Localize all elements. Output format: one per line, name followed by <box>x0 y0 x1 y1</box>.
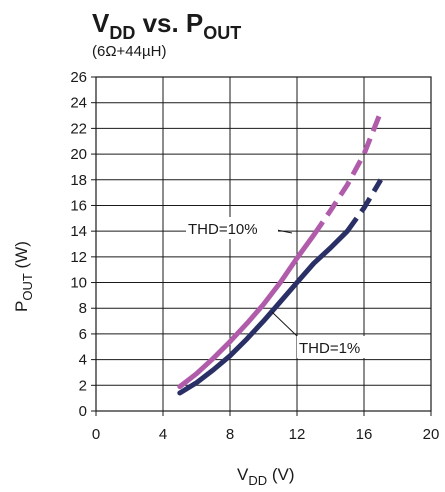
x-tick-label: 12 <box>289 426 306 443</box>
y-tick-label: 16 <box>70 197 87 214</box>
y-tick-label: 12 <box>70 249 87 266</box>
chart-title: VDD vs. POUT <box>92 8 241 43</box>
annotation-bg-thd10 <box>186 217 278 239</box>
y-label-main: P <box>12 301 31 312</box>
x-tick-label: 4 <box>159 426 167 443</box>
y-tick-label: 10 <box>70 275 87 292</box>
y-label-unit: (W) <box>12 241 31 273</box>
series-thd1-dashed <box>345 178 383 233</box>
y-axis-label: POUT (W) <box>12 241 35 312</box>
plot-frame <box>95 76 432 412</box>
x-label-main: V <box>237 465 249 484</box>
title-v: V <box>92 8 110 38</box>
y-tick-label: 22 <box>70 120 87 137</box>
y-tick-label: 0 <box>79 403 87 420</box>
y-tick-label: 26 <box>70 69 87 86</box>
annotation-thd10: THD=10% <box>188 221 258 238</box>
series-thd10-dashed <box>311 110 384 237</box>
y-tick-label: 18 <box>70 172 87 189</box>
annotation-leader-thd1 <box>271 311 299 338</box>
series-thd10-solid <box>177 232 317 390</box>
x-axis-label: VDD (V) <box>237 465 295 488</box>
x-tick-label: 0 <box>92 426 100 443</box>
annotation-leader-thd10 <box>276 229 293 234</box>
x-label-unit: (V) <box>267 465 294 484</box>
y-tick-label: 24 <box>70 95 87 112</box>
annotation-bg-thd1 <box>297 336 383 358</box>
title-p-sub: OUT <box>203 23 241 43</box>
y-tick-label: 6 <box>79 326 87 343</box>
series-lines <box>177 110 384 396</box>
annotation-thd1: THD=1% <box>299 340 360 357</box>
x-tick-label: 20 <box>423 426 440 443</box>
x-label-sub: DD <box>248 473 267 488</box>
title-v-sub: DD <box>109 23 135 43</box>
series-thd1-solid <box>177 228 350 396</box>
x-tick-label: 16 <box>356 426 373 443</box>
title-vs-p: vs. P <box>135 8 203 38</box>
y-tick-label: 20 <box>70 146 87 163</box>
y-label-sub: OUT <box>20 273 35 301</box>
y-tick-label: 2 <box>79 377 87 394</box>
y-tick-label: 14 <box>70 223 87 240</box>
chart-subtitle: (6Ω+44µH) <box>92 43 166 60</box>
x-tick-labels: 0 4 8 12 16 20 <box>92 426 440 443</box>
y-tick-label: 4 <box>79 352 87 369</box>
x-tick-label: 8 <box>226 426 234 443</box>
grid <box>91 76 432 416</box>
annotations: THD=10% THD=1% <box>186 217 383 358</box>
y-tick-label: 8 <box>79 300 87 317</box>
